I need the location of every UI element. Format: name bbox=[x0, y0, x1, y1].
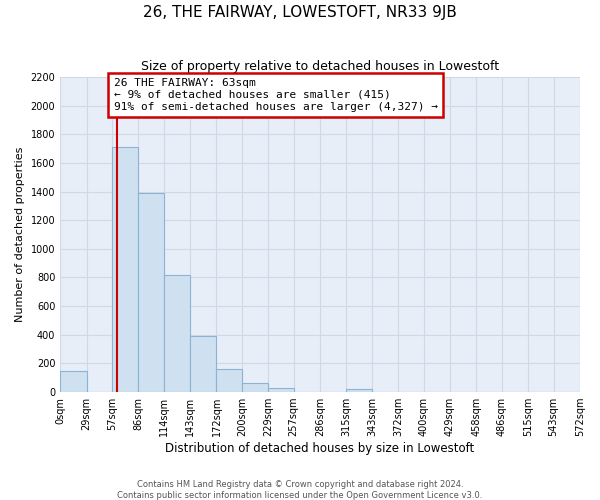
Title: Size of property relative to detached houses in Lowestoft: Size of property relative to detached ho… bbox=[141, 60, 499, 73]
Bar bbox=[190, 336, 217, 392]
Bar bbox=[217, 369, 242, 392]
Bar bbox=[268, 388, 294, 392]
Text: 26, THE FAIRWAY, LOWESTOFT, NR33 9JB: 26, THE FAIRWAY, LOWESTOFT, NR33 9JB bbox=[143, 5, 457, 20]
Y-axis label: Number of detached properties: Number of detached properties bbox=[15, 147, 25, 322]
Bar bbox=[112, 147, 139, 392]
X-axis label: Distribution of detached houses by size in Lowestoft: Distribution of detached houses by size … bbox=[166, 442, 475, 455]
Bar bbox=[139, 193, 164, 392]
Bar bbox=[60, 370, 86, 392]
Text: 26 THE FAIRWAY: 63sqm
← 9% of detached houses are smaller (415)
91% of semi-deta: 26 THE FAIRWAY: 63sqm ← 9% of detached h… bbox=[114, 78, 438, 112]
Text: Contains HM Land Registry data © Crown copyright and database right 2024.
Contai: Contains HM Land Registry data © Crown c… bbox=[118, 480, 482, 500]
Bar bbox=[242, 383, 268, 392]
Bar bbox=[164, 274, 190, 392]
Bar bbox=[346, 388, 372, 392]
